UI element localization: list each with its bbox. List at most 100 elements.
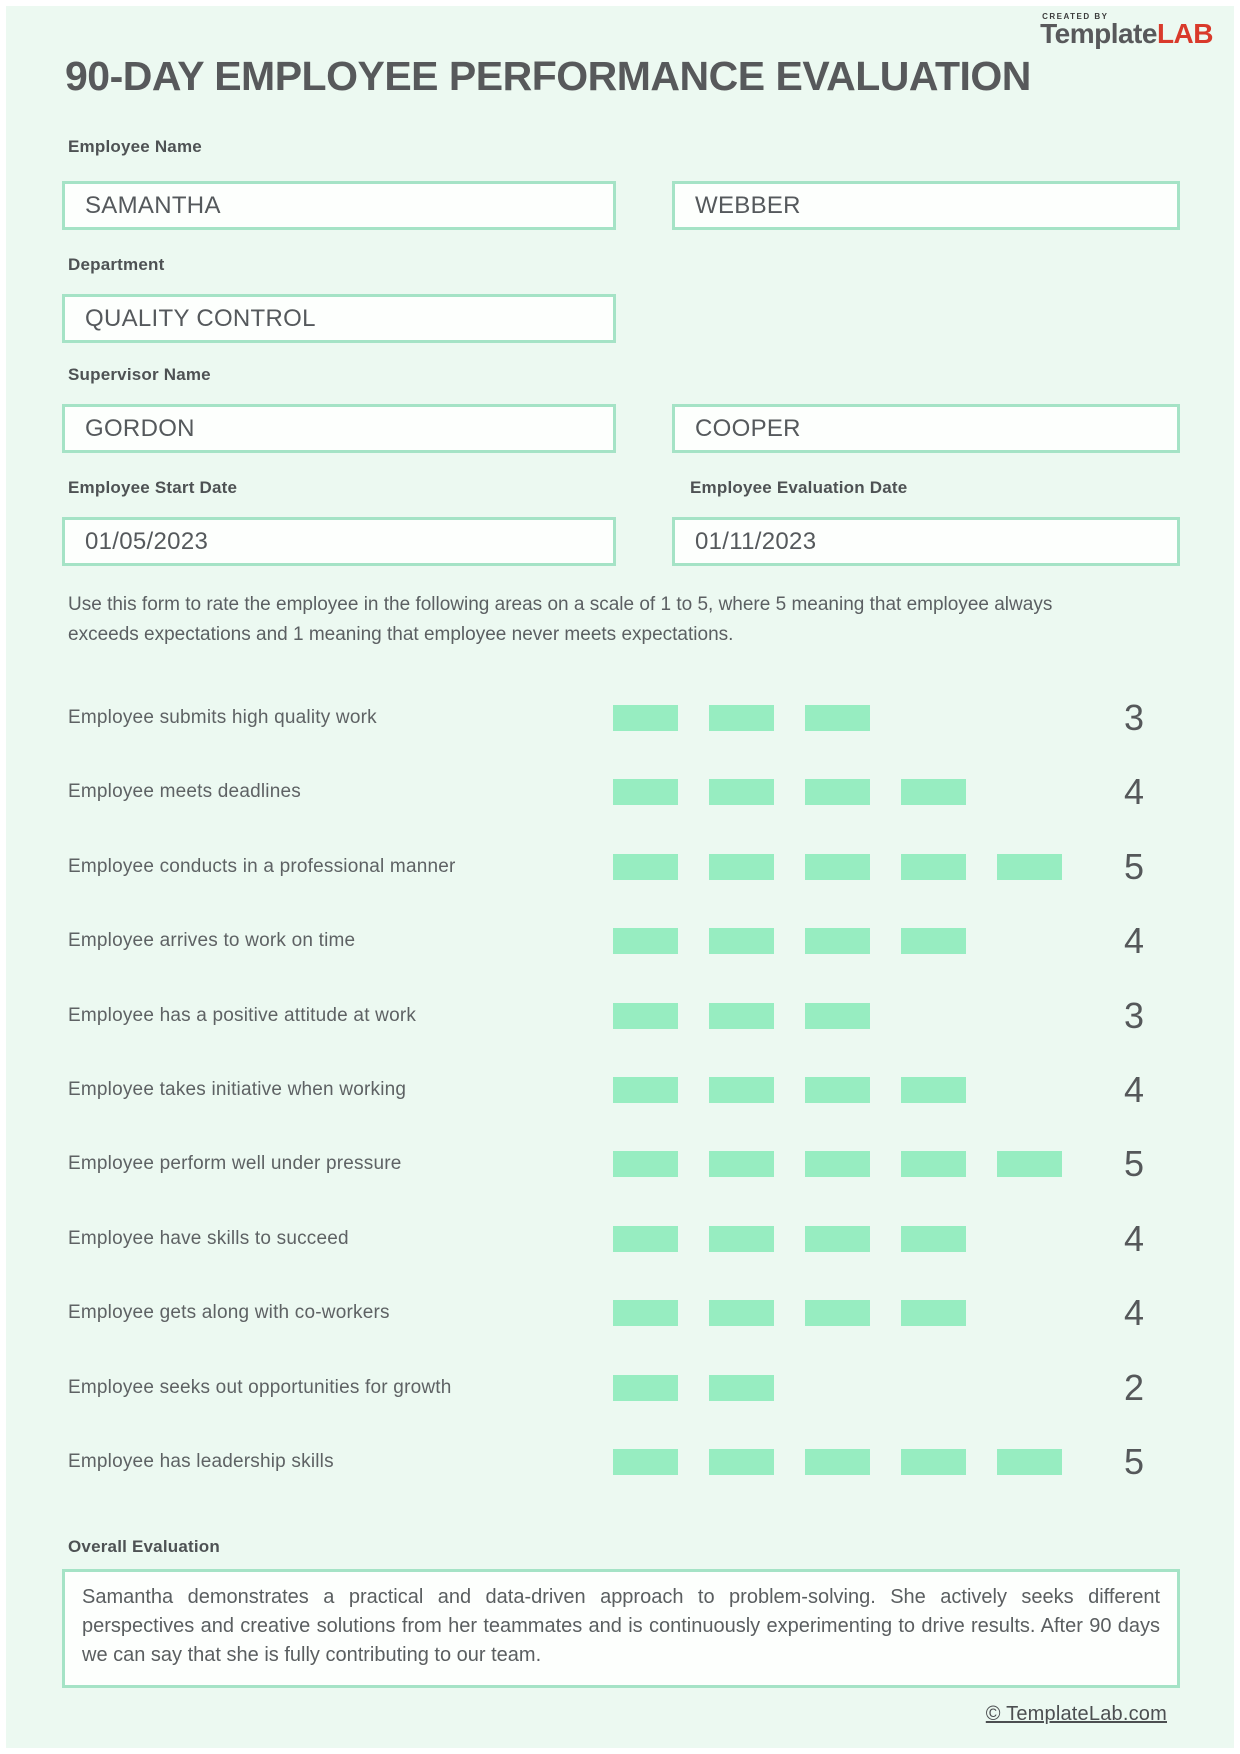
rating-bar (613, 853, 678, 880)
templatelab-footer-link[interactable]: © TemplateLab.com (985, 1703, 1167, 1725)
rating-bar (805, 853, 870, 880)
rating-row: Employee meets deadlines 4 (0, 772, 1240, 812)
rating-bar (901, 1151, 966, 1178)
evaluation-date-label: Employee Evaluation Date (690, 478, 908, 497)
employee-name-label: Employee Name (68, 137, 202, 156)
rating-bars (613, 1151, 1093, 1178)
supervisor-last-name-field[interactable]: COOPER (672, 404, 1180, 453)
rating-bars (613, 1002, 901, 1029)
rating-bar (709, 1002, 774, 1029)
rating-bars (613, 928, 997, 955)
department-label: Department (68, 255, 165, 274)
evaluation-date-field[interactable]: 01/11/2023 (672, 517, 1180, 566)
supervisor-first-name-field[interactable]: GORDON (62, 404, 616, 453)
rating-bar (805, 1002, 870, 1029)
rating-score: 4 (1123, 1069, 1145, 1110)
rating-bar (613, 1151, 678, 1178)
rating-bar (613, 1300, 678, 1327)
rating-bar (613, 1374, 678, 1401)
templatelab-logo: CREATED BY TemplateLAB (1040, 12, 1213, 48)
rating-label: Employee meets deadlines (68, 781, 301, 803)
rating-bar (805, 705, 870, 731)
rating-bar (709, 1077, 774, 1103)
rating-label: Employee have skills to succeed (68, 1227, 349, 1249)
rating-bars (613, 1374, 805, 1401)
rating-score: 4 (1123, 1292, 1145, 1334)
rating-score: 3 (1123, 994, 1145, 1036)
rating-bar (805, 1077, 870, 1103)
rating-score: 5 (1123, 1441, 1145, 1482)
rating-bar (997, 853, 1062, 880)
rating-bar (613, 928, 678, 955)
rating-bar (997, 1151, 1062, 1178)
rating-label: Employee submits high quality work (68, 707, 377, 728)
rating-label: Employee arrives to work on time (68, 930, 356, 952)
rating-row: Employee takes initiative when working 4 (0, 1070, 1240, 1110)
rating-score: 4 (1123, 771, 1145, 813)
rating-bar (613, 705, 678, 731)
rating-score: 4 (1123, 920, 1145, 962)
rating-label: Employee has leadership skills (68, 1451, 334, 1472)
logo-created-by-text: CREATED BY (1042, 12, 1109, 21)
rating-score: 5 (1123, 845, 1145, 887)
department-field[interactable]: QUALITY CONTROL (62, 294, 616, 343)
rating-bar (709, 705, 774, 731)
page-title: 90-DAY EMPLOYEE PERFORMANCE EVALUATION (65, 53, 1031, 99)
rating-label: Employee has a positive attitude at work (68, 1004, 417, 1026)
rating-bar (613, 1225, 678, 1252)
logo-brand-text: TemplateLAB (1040, 18, 1213, 49)
rating-score: 5 (1123, 1143, 1145, 1185)
rating-bar (901, 1225, 966, 1252)
rating-bars (613, 779, 997, 806)
rating-bar (709, 1449, 774, 1475)
instructions-text: Use this form to rate the employee in th… (68, 594, 1053, 645)
supervisor-name-label: Supervisor Name (68, 365, 211, 384)
employee-first-name-field[interactable]: SAMANTHA (62, 181, 616, 230)
rating-label: Employee seeks out opportunities for gro… (68, 1376, 452, 1398)
rating-bar (709, 853, 774, 880)
rating-bar (709, 1300, 774, 1327)
start-date-field[interactable]: 01/05/2023 (62, 517, 616, 566)
rating-bar (901, 1300, 966, 1327)
rating-bars (613, 853, 1093, 880)
rating-row: Employee submits high quality work 3 (0, 698, 1240, 738)
rating-bar (805, 1449, 870, 1475)
rating-bar (805, 779, 870, 806)
rating-bars (613, 1449, 1093, 1475)
rating-score: 2 (1123, 1366, 1145, 1408)
rating-row: Employee arrives to work on time 4 (0, 921, 1240, 961)
rating-bars (613, 1225, 997, 1252)
rating-bar (709, 1225, 774, 1252)
rating-bar (709, 779, 774, 806)
rating-row: Employee perform well under pressure 5 (0, 1144, 1240, 1184)
rating-bars (613, 1300, 997, 1327)
rating-bars (613, 705, 901, 731)
logo-brand-accent: LAB (1156, 18, 1214, 49)
rating-row: Employee has leadership skills 5 (0, 1442, 1240, 1482)
rating-bar (805, 928, 870, 955)
rating-row: Employee seeks out opportunities for gro… (0, 1366, 1240, 1408)
rating-bar (613, 1449, 678, 1475)
rating-bar (805, 1300, 870, 1327)
rating-row: Employee has a positive attitude at work… (0, 994, 1240, 1036)
employee-last-name-field[interactable]: WEBBER (672, 181, 1180, 230)
rating-label: Employee conducts in a professional mann… (68, 855, 456, 877)
logo-brand-primary: Template (1040, 18, 1157, 49)
rating-bar (901, 1077, 966, 1103)
overall-evaluation-field[interactable]: Samantha demonstrates a practical and da… (62, 1569, 1180, 1688)
rating-bar (709, 1151, 774, 1178)
rating-bar (613, 1002, 678, 1029)
rating-label: Employee takes initiative when working (68, 1079, 407, 1100)
rating-label: Employee perform well under pressure (68, 1153, 402, 1175)
rating-bar (901, 1449, 966, 1475)
rating-row: Employee gets along with co-workers 4 (0, 1293, 1240, 1333)
rating-bar (613, 1077, 678, 1103)
rating-score: 3 (1123, 697, 1145, 738)
rating-score: 4 (1123, 1217, 1145, 1259)
rating-bar (805, 1151, 870, 1178)
rating-bar (613, 779, 678, 806)
rating-bar (805, 1225, 870, 1252)
rating-bar (997, 1449, 1062, 1475)
rating-bar (901, 779, 966, 806)
